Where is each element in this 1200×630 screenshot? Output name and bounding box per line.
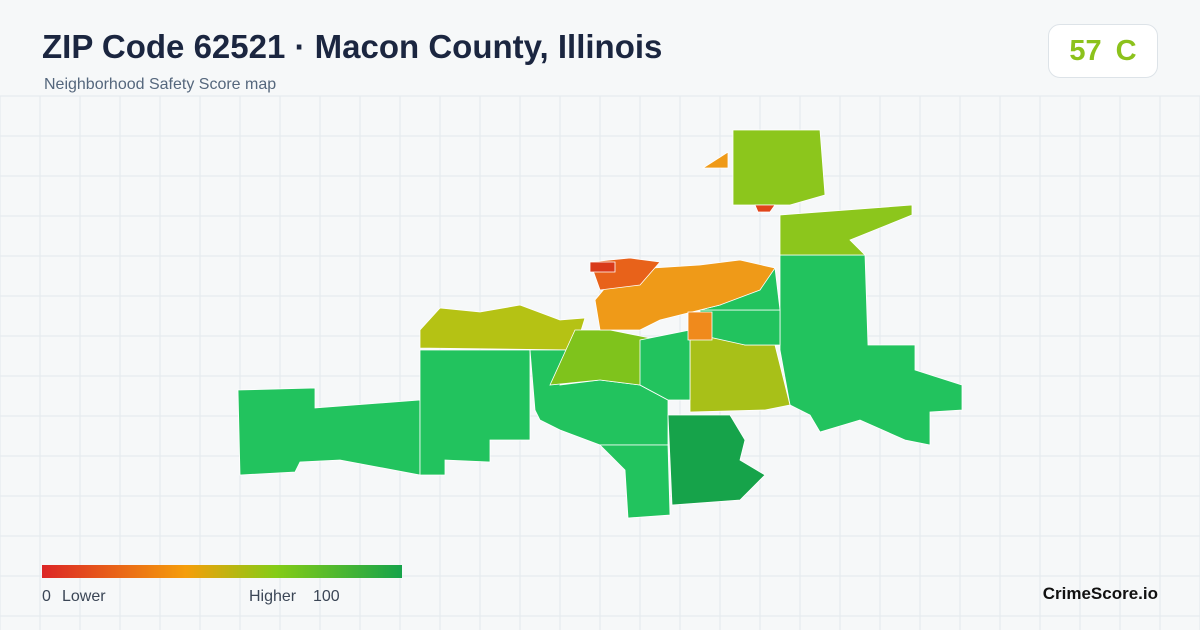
area [754, 204, 776, 213]
area [732, 129, 826, 206]
score-grade: C [1115, 34, 1137, 67]
area [779, 254, 963, 446]
area [687, 311, 713, 341]
area [779, 204, 913, 256]
area [419, 349, 531, 476]
area [599, 444, 671, 519]
area [639, 329, 691, 401]
score-value: 57 [1069, 34, 1102, 67]
legend-min: 0 [42, 588, 51, 605]
score-badge: 57 C [1048, 24, 1158, 78]
subtitle: Neighborhood Safety Score map [44, 76, 277, 93]
area [667, 414, 766, 506]
legend-min-label: Lower [62, 588, 106, 605]
zip-areas [237, 129, 963, 519]
legend-max-label: Higher [249, 588, 297, 605]
area [237, 387, 421, 476]
area [701, 151, 729, 169]
legend-gradient [42, 565, 402, 578]
area [419, 304, 586, 351]
legend-max: 100 [313, 588, 340, 605]
area [589, 261, 616, 273]
title: ZIP Code 62521 · Macon County, Illinois [42, 28, 663, 65]
brand: CrimeScore.io [1042, 584, 1158, 603]
